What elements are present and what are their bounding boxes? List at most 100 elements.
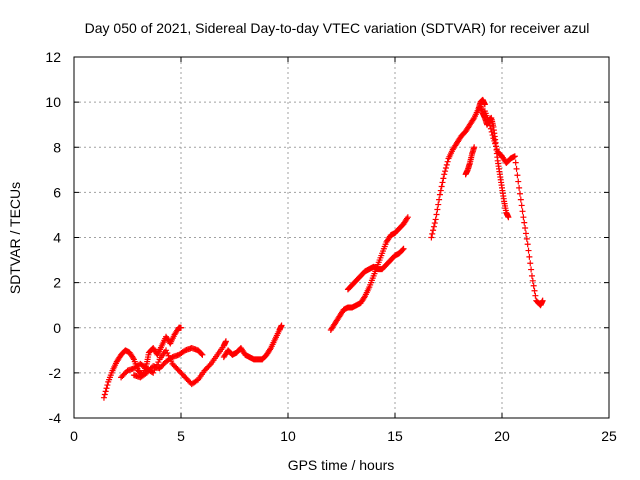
data-point-marker xyxy=(516,184,523,191)
data-point-marker xyxy=(526,253,533,260)
data-point-marker xyxy=(487,125,494,132)
data-point-marker xyxy=(522,230,529,237)
data-point-marker xyxy=(539,297,546,304)
data-point-marker xyxy=(428,234,435,241)
data-point-marker xyxy=(432,216,439,223)
data-point-marker xyxy=(490,135,497,142)
y-tick-label: 10 xyxy=(45,94,61,110)
data-point-marker xyxy=(442,165,449,172)
data-point-marker xyxy=(481,101,488,108)
data-point-marker xyxy=(400,245,407,252)
x-tick-label: 25 xyxy=(601,428,617,444)
y-tick-label: 4 xyxy=(53,230,61,246)
data-point-marker xyxy=(519,208,526,215)
data-point-marker xyxy=(399,246,406,253)
data-point-marker xyxy=(488,128,495,135)
data-point-marker xyxy=(433,211,440,218)
data-point-marker xyxy=(438,183,445,190)
data-point-marker xyxy=(437,187,444,194)
data-point-marker xyxy=(528,272,535,279)
data-point-marker xyxy=(516,190,523,197)
x-tick-label: 10 xyxy=(280,428,296,444)
data-point-marker xyxy=(100,394,107,401)
data-point-marker xyxy=(518,202,525,209)
data-point-marker xyxy=(155,359,162,366)
data-point-marker xyxy=(102,388,109,395)
y-tick-label: 8 xyxy=(53,139,61,155)
data-point-marker xyxy=(444,158,451,165)
y-axis-label: SDTVAR / TECUs xyxy=(7,182,23,294)
data-point-marker xyxy=(491,137,498,144)
data-point-marker xyxy=(515,178,522,185)
data-point-marker xyxy=(522,225,529,232)
data-point-marker xyxy=(267,346,274,353)
y-axis: -4 -2 0 2 4 6 8 10 12 xyxy=(45,49,609,426)
data-point-marker xyxy=(178,324,184,331)
data-point-marker xyxy=(443,161,450,168)
x-tick-label: 0 xyxy=(70,428,78,444)
data-point-marker xyxy=(198,350,205,357)
data-point-marker xyxy=(130,354,137,361)
data-point-marker xyxy=(163,347,170,354)
chart-title: Day 050 of 2021, Sidereal Day-to-day VTE… xyxy=(85,20,590,36)
data-point-marker xyxy=(489,132,496,139)
data-point-marker xyxy=(470,116,477,123)
x-tick-label: 5 xyxy=(177,428,185,444)
data-point-marker xyxy=(513,165,520,172)
data-point-marker xyxy=(511,153,518,160)
data-point-marker xyxy=(442,168,449,175)
data-point-marker xyxy=(103,385,110,392)
data-series xyxy=(100,96,546,401)
y-tick-label: 0 xyxy=(53,320,61,336)
y-tick-label: 2 xyxy=(53,275,61,291)
data-point-marker xyxy=(101,391,108,398)
data-point-marker xyxy=(529,277,536,284)
y-tick-label: -2 xyxy=(49,365,62,381)
data-point-marker xyxy=(404,214,411,221)
data-point-marker xyxy=(104,382,111,389)
y-tick-label: -4 xyxy=(49,410,62,426)
data-point-marker xyxy=(403,215,410,222)
y-tick-label: 12 xyxy=(45,49,61,65)
data-point-marker xyxy=(199,351,206,358)
data-point-marker xyxy=(439,179,446,186)
data-point-marker xyxy=(441,171,448,178)
data-point-marker xyxy=(523,235,530,242)
x-axis-label: GPS time / hours xyxy=(288,457,395,473)
data-point-marker xyxy=(532,292,539,299)
x-tick-label: 15 xyxy=(387,428,403,444)
data-point-marker xyxy=(471,144,478,151)
y-tick-label: 6 xyxy=(53,184,61,200)
data-point-marker xyxy=(492,140,499,147)
data-point-marker xyxy=(440,175,447,182)
data-point-marker xyxy=(517,196,524,203)
data-point-marker xyxy=(493,143,500,150)
data-point-marker xyxy=(430,223,437,230)
data-point-marker xyxy=(493,146,500,153)
x-axis: 0 5 10 15 20 25 xyxy=(70,57,617,444)
data-point-marker xyxy=(206,362,213,369)
data-point-marker xyxy=(520,214,527,221)
data-point-marker xyxy=(528,266,535,273)
data-point-marker xyxy=(431,220,438,227)
data-point-marker xyxy=(521,219,528,226)
data-point-marker xyxy=(527,260,534,267)
data-point-marker xyxy=(429,230,436,237)
data-point-marker xyxy=(278,322,285,329)
data-point-marker xyxy=(512,159,519,166)
x-tick-label: 20 xyxy=(494,428,510,444)
data-point-marker xyxy=(435,201,442,208)
data-point-marker xyxy=(361,294,368,301)
data-point-marker xyxy=(486,119,493,126)
data-point-marker xyxy=(150,369,157,376)
data-point-marker xyxy=(530,282,537,289)
data-point-marker xyxy=(164,350,171,357)
data-point-marker xyxy=(436,191,443,198)
data-point-marker xyxy=(430,227,437,234)
data-point-marker xyxy=(487,122,494,129)
data-point-marker xyxy=(514,172,521,179)
data-point-marker xyxy=(505,214,512,221)
data-point-marker xyxy=(531,287,538,294)
data-point-marker xyxy=(524,241,531,248)
